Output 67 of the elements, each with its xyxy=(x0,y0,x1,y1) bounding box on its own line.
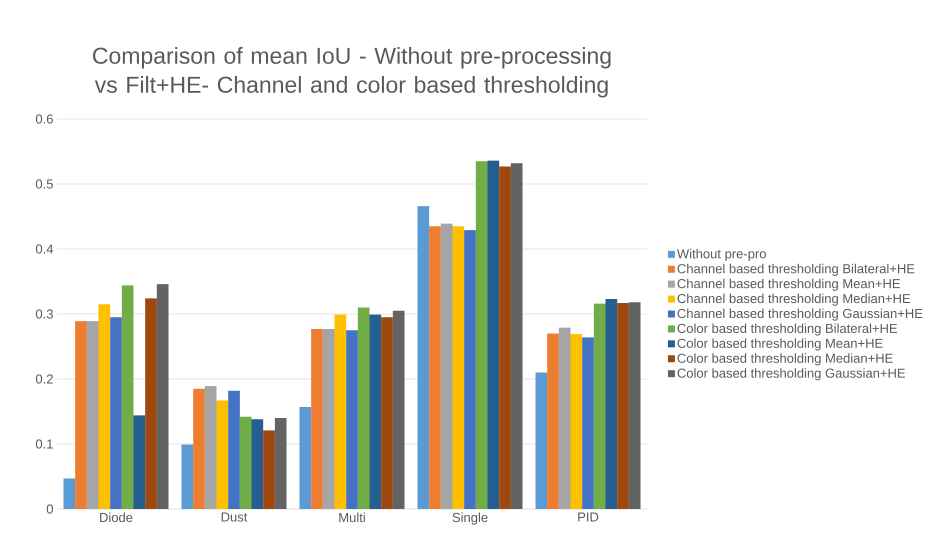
bar xyxy=(464,230,476,509)
bar xyxy=(299,406,312,509)
bar xyxy=(381,317,393,509)
legend-label: Channel based thresholding Bilateral+HE xyxy=(678,264,914,276)
x-tick-label: PID xyxy=(578,512,598,522)
bar xyxy=(75,321,87,509)
bar xyxy=(334,314,346,509)
bar xyxy=(346,330,358,509)
bar xyxy=(617,302,629,509)
legend-label: Color based thresholding Mean+HE xyxy=(678,338,883,350)
bar xyxy=(311,328,323,509)
bar xyxy=(499,166,511,509)
bar xyxy=(594,304,606,509)
bar xyxy=(547,334,559,509)
x-tick-label: Multi xyxy=(339,512,365,522)
x-tick-label: Diode xyxy=(100,512,132,522)
bar xyxy=(216,400,228,509)
bar xyxy=(628,302,641,509)
legend-label: Color based thresholding Median+HE xyxy=(678,353,893,366)
bar xyxy=(86,321,98,509)
bar xyxy=(145,298,157,509)
bar xyxy=(452,226,464,509)
bar xyxy=(181,444,194,509)
bar xyxy=(358,308,370,509)
y-tick-label: 0.2 xyxy=(36,374,53,384)
chart-title: Comparison of mean IoU - Without pre-processing vs Filt+HE- Channel and color based thresholding xyxy=(93,47,611,98)
bar xyxy=(429,226,441,509)
bar xyxy=(204,386,217,509)
legend-label: Color based thresholding Bilateral+HE xyxy=(678,323,898,336)
bar xyxy=(63,478,76,509)
bar xyxy=(440,224,452,509)
bar xyxy=(322,328,334,509)
x-tick-label: Single xyxy=(452,512,488,525)
bar xyxy=(228,390,240,509)
x-tick-label: Dust xyxy=(222,512,248,522)
bar xyxy=(252,419,264,509)
legend-label: Channel based thresholding Mean+HE xyxy=(678,278,900,291)
y-tick-label: 0.1 xyxy=(36,439,53,449)
bar xyxy=(156,284,169,509)
bar xyxy=(263,430,275,509)
bar xyxy=(98,304,110,509)
y-tick-label: 0.3 xyxy=(36,309,53,319)
y-tick-label: 0.6 xyxy=(36,114,53,124)
bar xyxy=(370,314,382,509)
bar xyxy=(558,328,571,509)
legend-label: Color based thresholding Gaussian+HE xyxy=(678,368,906,380)
legend-label: Without pre-pro xyxy=(676,248,766,261)
bar xyxy=(110,317,122,509)
y-tick-label: 0.5 xyxy=(36,179,53,189)
y-tick-label: 0 xyxy=(46,504,53,514)
bar xyxy=(535,372,548,509)
legend-label: Channel based thresholding Median+HE xyxy=(678,294,910,306)
bar xyxy=(274,418,287,509)
bar xyxy=(606,299,618,509)
bar xyxy=(392,310,405,509)
bar xyxy=(122,285,134,509)
bar xyxy=(570,334,582,509)
y-tick-label: 0.4 xyxy=(36,244,54,254)
legend-label: Channel based thresholding Gaussian+HE xyxy=(678,308,922,321)
bar xyxy=(476,161,488,509)
bar xyxy=(417,206,430,509)
bar xyxy=(193,388,205,509)
bar xyxy=(488,160,500,509)
bar xyxy=(510,163,523,509)
bar xyxy=(134,415,146,509)
bar xyxy=(240,416,252,509)
bar xyxy=(582,337,594,509)
